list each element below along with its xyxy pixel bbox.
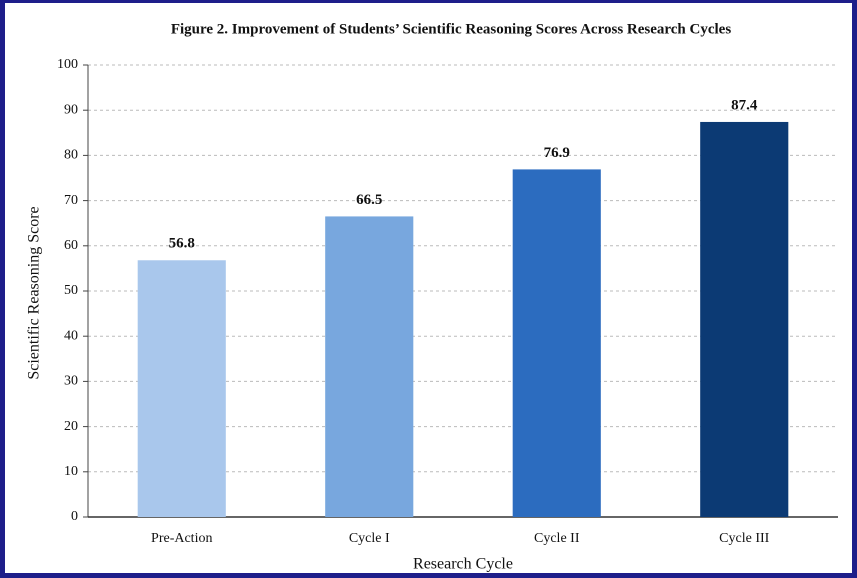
y-tick-label: 50 <box>64 283 78 298</box>
y-tick-label: 20 <box>64 419 78 434</box>
y-tick-label: 40 <box>64 328 78 343</box>
chart: Figure 2. Improvement of Students’ Scien… <box>26 21 838 573</box>
y-tick-label: 10 <box>64 464 78 479</box>
chart-title: Figure 2. Improvement of Students’ Scien… <box>171 21 732 37</box>
bar <box>700 121 789 518</box>
x-tick-label: Cycle II <box>534 531 580 546</box>
bar <box>137 260 226 517</box>
x-axis-title: Research Cycle <box>413 556 513 573</box>
x-tick-label: Pre-Action <box>151 531 212 546</box>
x-tick-label: Cycle I <box>349 531 390 546</box>
y-tick-label: 80 <box>64 148 78 163</box>
y-tick-label: 70 <box>64 193 78 208</box>
value-label: 87.4 <box>731 97 758 113</box>
x-tick-label: Cycle III <box>719 531 769 546</box>
value-label: 66.5 <box>356 192 382 208</box>
value-label: 56.8 <box>169 236 195 252</box>
bar <box>325 216 414 518</box>
y-tick-label: 30 <box>64 374 78 389</box>
y-tick-label: 60 <box>64 238 78 253</box>
y-axis-title: Scientific Reasoning Score <box>26 206 43 379</box>
y-tick-label: 100 <box>57 57 78 72</box>
y-tick-label: 0 <box>71 509 78 524</box>
value-label: 76.9 <box>544 145 570 161</box>
bar <box>512 169 601 518</box>
y-tick-label: 90 <box>64 102 78 117</box>
